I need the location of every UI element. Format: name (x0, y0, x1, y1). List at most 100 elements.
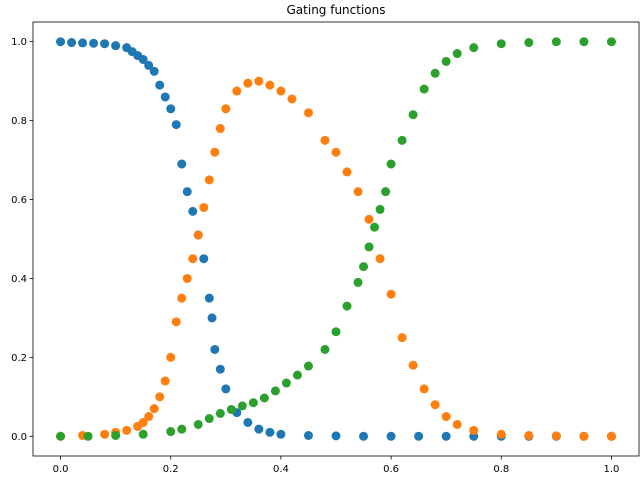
data-point-s1-39 (430, 400, 440, 410)
data-point-s2-2 (111, 430, 121, 440)
x-tick-label: 0.2 (163, 464, 179, 475)
data-point-s0-12 (155, 80, 165, 90)
data-point-s2-10 (237, 401, 247, 411)
data-point-s2-14 (281, 378, 291, 388)
data-point-s2-9 (226, 404, 236, 414)
data-point-s1-17 (199, 202, 209, 212)
data-point-s1-43 (496, 429, 506, 439)
data-point-s1-37 (408, 360, 418, 370)
y-tick-label: 0.6 (11, 195, 27, 206)
data-point-s2-6 (193, 419, 203, 429)
data-point-s0-21 (204, 293, 214, 303)
data-point-s1-47 (606, 431, 616, 441)
data-point-s2-21 (359, 262, 369, 272)
x-tick-label: 0.0 (53, 464, 69, 475)
data-point-s2-1 (83, 431, 93, 441)
data-point-s2-19 (342, 301, 352, 311)
data-point-s2-15 (292, 370, 302, 380)
data-point-s1-38 (419, 384, 429, 394)
data-point-s0-9 (138, 54, 148, 64)
data-point-s1-15 (188, 254, 198, 264)
plot-frame (32, 21, 640, 457)
data-point-s2-5 (177, 424, 187, 434)
data-point-s1-6 (138, 417, 148, 427)
data-point-s0-29 (265, 427, 275, 437)
data-point-s2-22 (364, 242, 374, 252)
data-point-s2-24 (375, 204, 385, 214)
data-point-s0-27 (243, 417, 253, 427)
data-point-s1-13 (177, 293, 187, 303)
data-point-s0-16 (177, 159, 187, 169)
data-point-s1-31 (342, 167, 352, 177)
data-point-s2-38 (606, 37, 616, 47)
data-point-s0-0 (56, 37, 66, 47)
data-point-s1-11 (166, 352, 176, 362)
chart-title: Gating functions (287, 3, 386, 17)
data-point-s2-27 (397, 135, 407, 145)
data-point-s0-34 (386, 431, 396, 441)
data-point-s0-33 (359, 431, 369, 441)
data-point-s0-15 (171, 120, 181, 130)
data-point-s1-7 (144, 412, 154, 422)
data-point-s0-17 (182, 187, 192, 197)
data-point-s0-4 (100, 39, 110, 49)
data-point-s1-28 (303, 108, 313, 118)
data-point-s1-14 (182, 273, 192, 283)
x-tick-label: 0.8 (493, 464, 509, 475)
data-point-s0-18 (188, 206, 198, 216)
data-point-s0-23 (210, 344, 220, 354)
data-point-s0-3 (89, 38, 99, 48)
data-point-s2-32 (452, 49, 462, 59)
data-point-s2-26 (386, 159, 396, 169)
data-point-s1-12 (171, 317, 181, 327)
data-point-s2-18 (331, 327, 341, 337)
x-tick-label: 0.6 (383, 464, 399, 475)
data-point-s0-32 (331, 431, 341, 441)
data-point-s2-37 (579, 37, 589, 47)
data-point-s2-34 (496, 39, 506, 49)
data-point-s1-40 (441, 412, 451, 422)
data-point-s1-20 (215, 124, 225, 134)
data-point-s2-29 (419, 84, 429, 94)
data-point-s1-2 (100, 429, 110, 439)
data-point-s1-22 (232, 86, 242, 96)
x-tick-label: 1.0 (604, 464, 620, 475)
data-point-s1-16 (193, 230, 203, 240)
data-point-s1-33 (364, 214, 374, 224)
scatter-points (56, 37, 616, 441)
data-point-s2-35 (524, 38, 534, 48)
data-point-s1-8 (149, 404, 159, 414)
data-point-s1-18 (204, 175, 214, 185)
data-point-s2-23 (370, 222, 380, 232)
data-point-s1-9 (155, 392, 165, 402)
x-axis-ticks: 0.0 0.2 0.4 0.6 0.8 1.0 (53, 456, 620, 475)
y-tick-label: 0.0 (11, 432, 27, 443)
data-point-s0-11 (149, 66, 159, 76)
y-tick-label: 0.2 (11, 353, 27, 364)
data-point-s0-36 (441, 431, 451, 441)
data-point-s1-44 (524, 430, 534, 440)
data-point-s0-31 (303, 430, 313, 440)
data-point-s1-26 (276, 86, 286, 96)
data-point-s2-31 (441, 56, 451, 66)
data-point-s1-35 (386, 289, 396, 299)
data-point-s0-10 (144, 60, 154, 70)
data-point-s0-25 (221, 384, 231, 394)
data-point-s2-25 (381, 187, 391, 197)
data-point-s1-21 (221, 104, 231, 114)
data-point-s2-20 (353, 277, 363, 287)
data-point-s2-12 (259, 393, 269, 403)
data-point-s0-28 (254, 424, 264, 434)
data-point-s2-33 (469, 43, 479, 53)
data-point-s0-5 (111, 41, 121, 51)
data-point-s1-45 (551, 431, 561, 441)
data-point-s1-24 (254, 76, 264, 86)
data-point-s0-13 (160, 92, 170, 102)
data-point-s2-0 (56, 431, 66, 441)
data-point-s2-4 (166, 427, 176, 437)
data-point-s1-23 (243, 78, 253, 88)
data-point-s1-27 (287, 94, 297, 104)
data-point-s1-42 (469, 425, 479, 435)
data-point-s2-7 (204, 414, 214, 424)
